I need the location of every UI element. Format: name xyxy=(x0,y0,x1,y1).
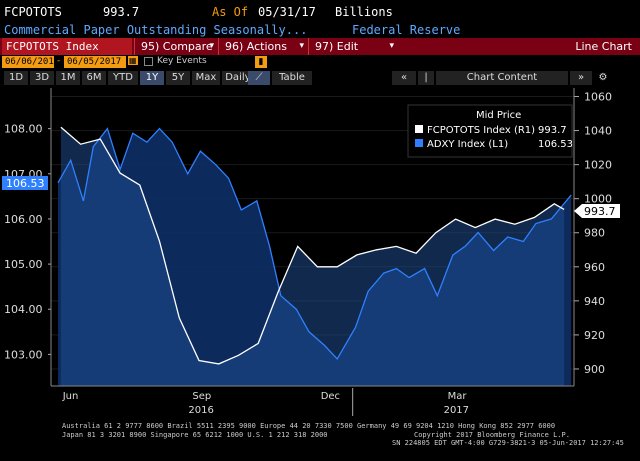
left-tick-label: 106.00 xyxy=(4,213,43,226)
left-tick-label: 104.00 xyxy=(4,303,43,316)
key-events-checkbox[interactable] xyxy=(144,57,153,66)
gear-icon[interactable]: ⚙ xyxy=(594,71,612,85)
line-chart-icon[interactable]: ⟋ xyxy=(248,71,270,85)
chart-content-label: Chart Content xyxy=(466,72,538,83)
divider-icon: | xyxy=(418,71,434,85)
right-tick-label: 1040 xyxy=(584,125,612,138)
fcpototots-line xyxy=(60,126,565,365)
legend-swatch-white xyxy=(415,125,423,133)
period-ytd[interactable]: YTD xyxy=(108,71,138,85)
description-text: Commercial Paper Outstanding Seasonally.… xyxy=(4,23,308,37)
x-tick-label: Mar xyxy=(448,391,468,402)
security-header: FCPOTOTS 993.7 As Of 05/31/17 Billions xyxy=(0,0,640,20)
left-tick-label: 103.00 xyxy=(4,348,43,361)
right-tick-label: 900 xyxy=(584,363,605,376)
end-date-field[interactable]: 06/05/2017 xyxy=(64,56,126,68)
footer-line1: Australia 61 2 9777 8600 Brazil 5511 239… xyxy=(62,422,556,430)
table-label: Table xyxy=(279,72,305,83)
period-3d[interactable]: 3D xyxy=(30,71,54,85)
chevron-down-icon: ▾ xyxy=(209,41,214,51)
footer-session: SN 224805 EDT GMT-4:00 G729-3821-3 05-Ju… xyxy=(392,439,624,447)
bar-chart-icon[interactable]: ▮ xyxy=(255,56,267,68)
actions-button[interactable]: 96) Actions ▾ xyxy=(218,38,308,55)
right-tick-label: 1060 xyxy=(584,91,612,104)
right-tick-label: 920 xyxy=(584,329,605,342)
collapse-left-icon[interactable]: « xyxy=(392,71,416,85)
period-5y[interactable]: 5Y xyxy=(166,71,190,85)
as-of-label: As Of xyxy=(212,5,249,19)
table-button[interactable]: Table xyxy=(272,71,312,85)
last-value-right: 993.7 xyxy=(574,204,620,218)
expand-right-icon[interactable]: » xyxy=(570,71,592,85)
legend-swatch-blue xyxy=(415,139,423,147)
legend-label-adxy: ADXY Index (L1) xyxy=(427,139,508,150)
edit-label: 97) Edit xyxy=(315,40,359,53)
source-text: Federal Reserve xyxy=(352,23,461,37)
year-label: 2017 xyxy=(444,405,469,416)
frequency-label: Daily xyxy=(225,72,251,83)
description-row: Commercial Paper Outstanding Seasonally.… xyxy=(0,20,640,38)
calendar-icon[interactable]: ▦ xyxy=(128,56,138,65)
footer-line2: Japan 81 3 3201 8900 Singapore 65 6212 1… xyxy=(62,431,328,439)
legend: Mid Price FCPOTOTS Index (R1) 993.7 ADXY… xyxy=(407,104,573,158)
period-1d[interactable]: 1D xyxy=(4,71,28,85)
key-events-label: Key Events xyxy=(157,56,207,66)
ticker-label: FCPOTOTS xyxy=(4,5,62,19)
adxy-line xyxy=(57,127,572,360)
period-6m[interactable]: 6M xyxy=(82,71,106,85)
units-label: Billions xyxy=(335,5,393,19)
period-1y[interactable]: 1Y xyxy=(140,71,164,85)
date-range-row: 06/06/2016 - 06/05/2017 ▦ Key Events ▮ xyxy=(0,55,640,69)
legend-value-fcpototots: 993.7 xyxy=(538,125,567,136)
fcpototots-area xyxy=(60,127,565,386)
last-value-left-label: 106.53 xyxy=(6,177,45,190)
date-separator: - xyxy=(57,56,61,66)
right-tick-label: 960 xyxy=(584,261,605,274)
period-toolbar: 1D 3D 1M 6M YTD 1Y 5Y Max Daily ▾ ⟋ Tabl… xyxy=(0,69,640,86)
right-axis: 1060 1040 1020 1000 980 960 940 920 900 xyxy=(573,88,612,386)
left-tick-label: 108.00 xyxy=(4,123,43,136)
year-label: 2016 xyxy=(188,405,213,416)
legend-label-fcpototots: FCPOTOTS Index (R1) xyxy=(427,125,535,136)
x-tick-label: Jun xyxy=(62,391,79,402)
view-label: Line Chart xyxy=(575,40,632,53)
start-date-field[interactable]: 06/06/2016 xyxy=(2,56,59,68)
compare-label: 95) Compare xyxy=(141,40,213,53)
right-tick-label: 1020 xyxy=(584,159,612,172)
security-field[interactable]: FCPOTOTS Index xyxy=(2,38,132,55)
x-tick-label: Dec xyxy=(321,391,340,402)
right-tick-label: 980 xyxy=(584,227,605,240)
chevron-down-icon: ▾ xyxy=(299,41,304,51)
edit-button[interactable]: 97) Edit ▾ xyxy=(308,38,398,55)
period-1m[interactable]: 1M xyxy=(56,71,80,85)
actions-label: 96) Actions xyxy=(225,40,287,53)
compare-button[interactable]: 95) Compare ▾ xyxy=(134,38,218,55)
footer-copyright: Copyright 2017 Bloomberg Finance L.P. xyxy=(414,431,570,439)
last-value: 993.7 xyxy=(103,5,140,19)
as-of-date: 05/31/17 xyxy=(258,5,316,19)
period-max[interactable]: Max xyxy=(192,71,220,85)
legend-value-adxy: 106.53 xyxy=(538,139,573,150)
legend-title: Mid Price xyxy=(476,110,521,121)
chevron-down-icon: ▾ xyxy=(389,41,394,51)
last-value-right-label: 993.7 xyxy=(584,205,616,218)
chart-content-button[interactable]: Chart Content xyxy=(436,71,568,85)
right-tick-label: 940 xyxy=(584,295,605,308)
left-tick-label: 105.00 xyxy=(4,258,43,271)
x-tick-label: Sep xyxy=(192,391,211,402)
right-tick-label: 1000 xyxy=(584,193,612,206)
x-axis: Jun Sep Dec Mar 2016 2017 xyxy=(51,385,574,416)
action-bar: FCPOTOTS Index 95) Compare ▾ 96) Actions ▾… xyxy=(0,38,640,55)
last-value-left: 106.53 xyxy=(2,176,48,190)
